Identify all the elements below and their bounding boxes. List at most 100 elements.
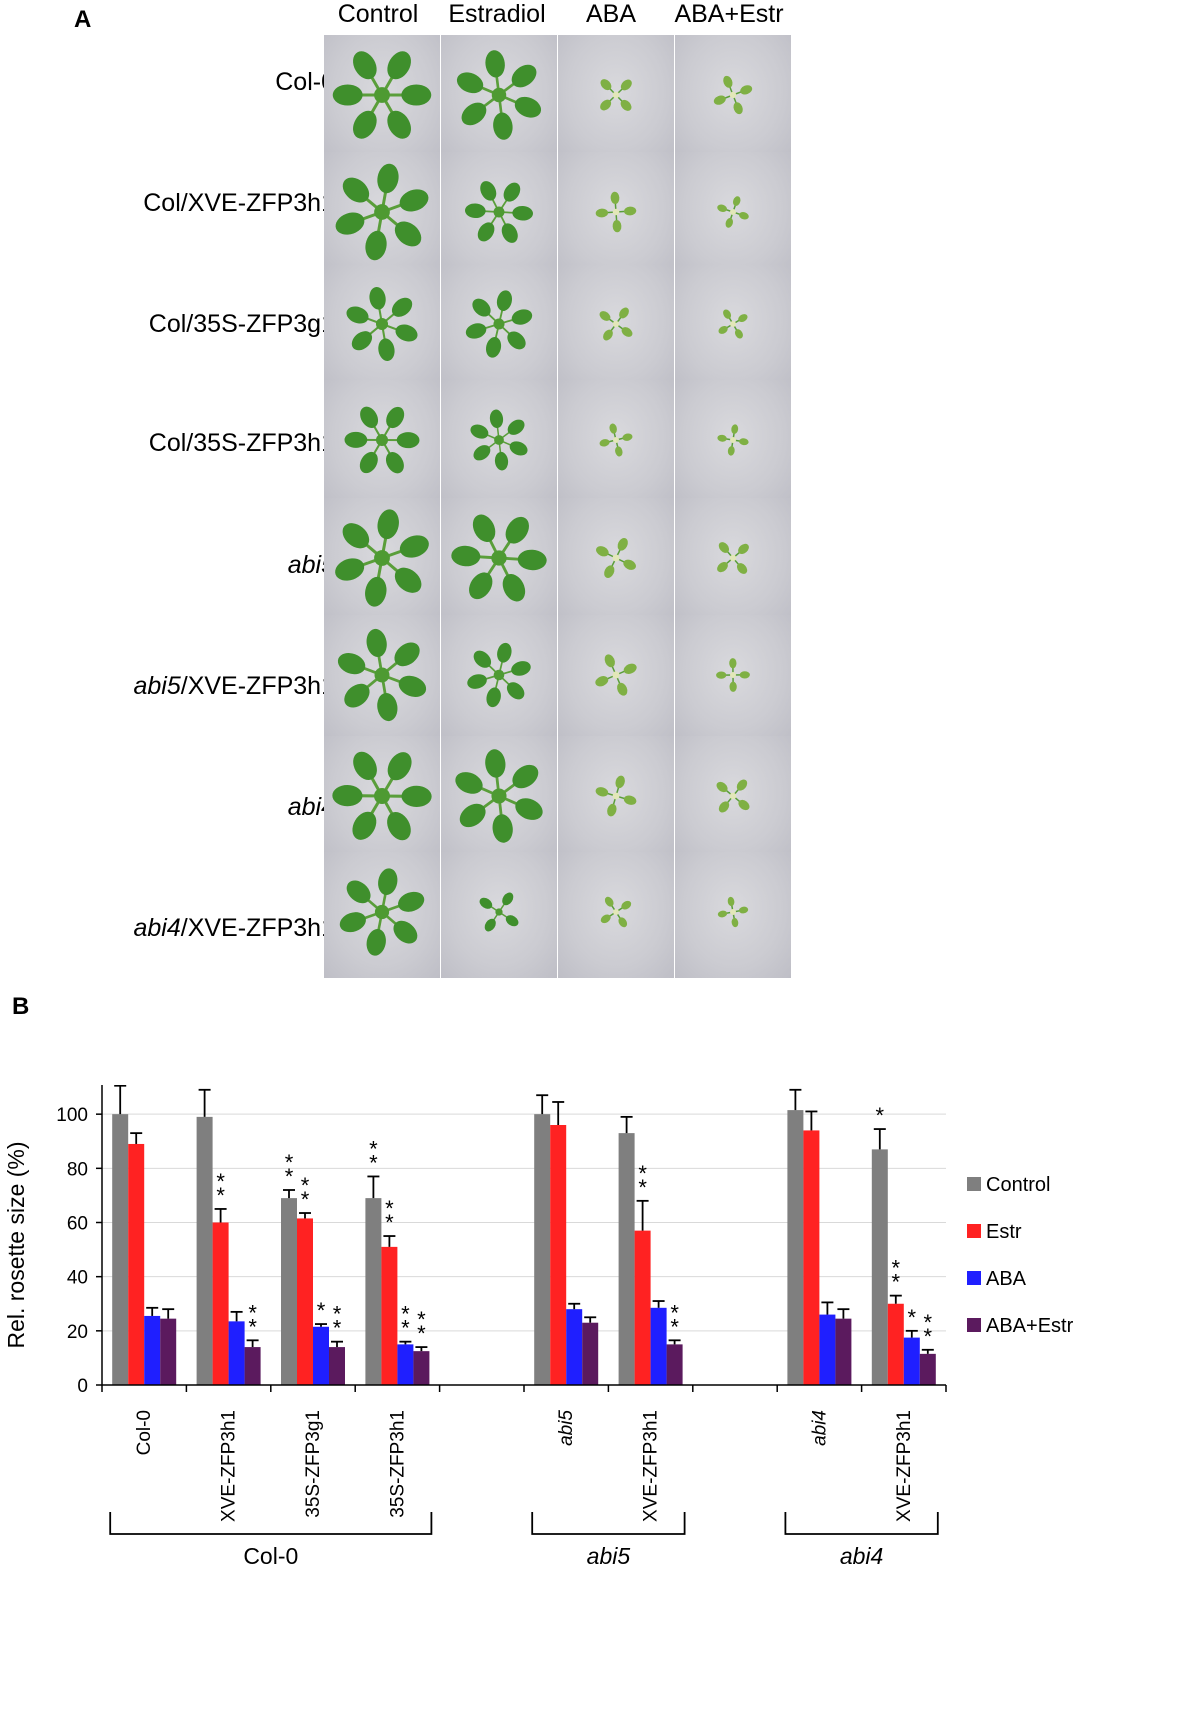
legend-label: Control (986, 1174, 1050, 1196)
group-label: abi4 (840, 1543, 883, 1569)
y-tick-label: 60 (67, 1214, 88, 1235)
significance-mark: * (638, 1175, 647, 1200)
significance-mark: * (333, 1302, 342, 1327)
significance-mark: * (385, 1196, 394, 1221)
significance-mark: * (369, 1136, 378, 1161)
seedling-photo (324, 736, 440, 862)
significance-mark: * (670, 1300, 679, 1325)
x-category-label: XVE-ZFP3h1 (641, 1410, 662, 1522)
bar (871, 1149, 888, 1385)
significance-mark: * (285, 1164, 294, 1189)
group-label: Col-0 (243, 1543, 298, 1569)
seedling-photo (558, 498, 674, 624)
rosette-size-bar-chart: ** **************** ******* **** 0204060801… (3, 1085, 1074, 1569)
bar (329, 1347, 345, 1385)
seedling-photo (558, 852, 674, 978)
significance-mark: * (301, 1187, 310, 1212)
legend-swatch (967, 1224, 981, 1238)
bar (212, 1222, 229, 1385)
bar (803, 1130, 820, 1385)
significance-mark: * (908, 1305, 917, 1330)
y-tick-label: 20 (67, 1322, 88, 1343)
seedling-photo (558, 380, 674, 506)
panel-a: A Control Estradiol ABA ABA+Estr Col-0 C… (74, 0, 791, 978)
column-header-control: Control (337, 0, 419, 28)
significance-mark: * (417, 1307, 426, 1332)
seedling-photo (558, 615, 674, 741)
bar (835, 1318, 852, 1385)
bar (634, 1230, 651, 1385)
bar (903, 1337, 920, 1385)
bar (381, 1246, 398, 1385)
bar (144, 1315, 161, 1385)
significance-mark: * (216, 1169, 225, 1194)
seedling-photo (441, 498, 557, 624)
x-category-label: Col-0 (134, 1410, 155, 1455)
bar (313, 1326, 329, 1385)
x-category-label: 35S-ZFP3g1 (303, 1410, 324, 1518)
column-header-aba: ABA (585, 0, 637, 28)
group-bracket (109, 1512, 433, 1535)
bars: ** **************** ******* **** (112, 1085, 936, 1385)
seedling-photo (675, 852, 791, 978)
x-category-label: abi5 (556, 1410, 577, 1446)
seedling-photo (441, 615, 557, 741)
seedling-photo (324, 498, 440, 624)
legend-swatch (967, 1271, 981, 1285)
significance-mark: * (369, 1150, 378, 1175)
bar (566, 1309, 583, 1385)
bar (582, 1322, 599, 1385)
bar (297, 1218, 313, 1385)
row-label-abi5-xve-zfp3h1: abi5/XVE-ZFP3h1 (133, 672, 336, 700)
axes (96, 1085, 947, 1535)
seedling-photo (441, 380, 557, 506)
x-category-label: 35S-ZFP3h1 (387, 1410, 408, 1518)
significance-mark: * (285, 1150, 294, 1175)
seedling-photo (675, 498, 791, 624)
row-label-col-xve-zfp3h1: Col/XVE-ZFP3h1 (143, 189, 335, 217)
seedling-photo (675, 264, 791, 390)
significance-mark: * (248, 1314, 257, 1339)
row-label-col-35s-zfp3g1: Col/35S-ZFP3g1 (148, 310, 335, 338)
seedling-photo (558, 152, 674, 278)
significance-mark: * (892, 1256, 901, 1281)
legend-label: Estr (986, 1221, 1022, 1243)
tick-labels: 020406080100120Col-0XVE-ZFP3h135S-ZFP3g1… (56, 1105, 915, 1569)
seedling-photo (441, 264, 557, 390)
seedling-photo (324, 264, 440, 390)
y-tick-label: 0 (77, 1376, 88, 1397)
bar (819, 1314, 836, 1385)
bar (397, 1344, 414, 1385)
group-bracket (531, 1512, 686, 1535)
bar (787, 1110, 804, 1385)
seedling-photo (558, 736, 674, 862)
significance-mark: * (924, 1324, 933, 1349)
bar (160, 1318, 177, 1385)
significance-mark: * (417, 1321, 426, 1346)
bar (128, 1143, 145, 1385)
y-tick-label: 80 (67, 1159, 88, 1180)
column-header-aba-estr: ABA+Estr (674, 0, 784, 28)
legend-swatch (967, 1318, 981, 1332)
significance-mark: * (333, 1316, 342, 1341)
row-label-abi4-xve-zfp3h1: abi4/XVE-ZFP3h1 (133, 914, 336, 942)
bar (244, 1347, 261, 1385)
y-tick-label: 40 (67, 1268, 88, 1289)
bar (281, 1198, 297, 1385)
significance-mark: * (638, 1161, 647, 1186)
bar (112, 1114, 129, 1385)
column-header-estradiol: Estradiol (448, 0, 546, 28)
bar (413, 1351, 430, 1385)
row-label-col-35s-zfp3h1: Col/35S-ZFP3h1 (148, 429, 335, 457)
seedling-photo (675, 736, 791, 862)
bar (196, 1116, 213, 1385)
seedling-photo (441, 35, 557, 161)
bar (666, 1344, 683, 1385)
significance-mark: * (924, 1310, 933, 1335)
seedling-photo (441, 736, 557, 862)
bar (887, 1303, 904, 1385)
seedling-photo (558, 35, 674, 161)
x-category-label: XVE-ZFP3h1 (894, 1410, 915, 1522)
seedling-photo (441, 152, 557, 278)
bar (618, 1133, 635, 1385)
